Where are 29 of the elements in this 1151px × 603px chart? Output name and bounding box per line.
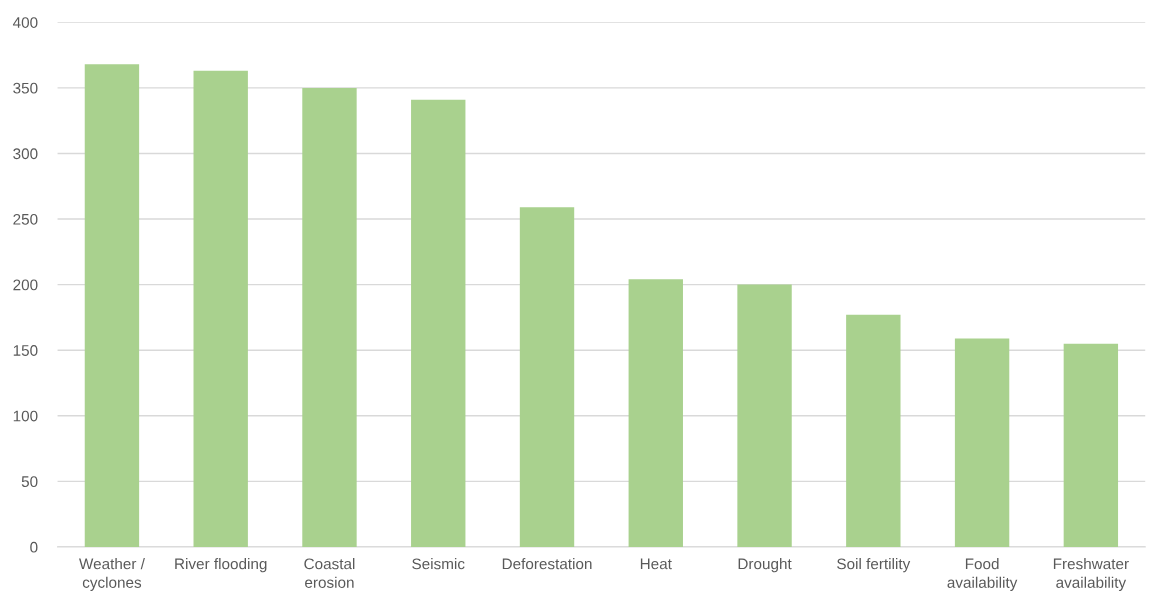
x-tick-label: Coastal erosion (304, 558, 355, 588)
x-tick-label: Freshwater availability (1053, 558, 1129, 591)
y-tick-label: 300 (13, 148, 38, 160)
y-tick-label: 50 (21, 476, 38, 488)
y-tick-label: 150 (13, 345, 38, 356)
y-tick-label: 400 (12, 17, 38, 28)
bar (1063, 343, 1119, 547)
bar (84, 64, 140, 547)
x-tick-label: Heat (640, 558, 672, 570)
x-tick-label: Food availability (947, 558, 1018, 591)
x-tick-label: Deforestation (502, 558, 592, 570)
bar (302, 87, 357, 547)
y-tick-label: 350 (13, 82, 38, 94)
y-tick-label: 250 (13, 213, 38, 225)
x-tick-label: Drought (738, 558, 792, 573)
x-tick-label: Weather / cyclones (79, 558, 145, 591)
bar (193, 70, 248, 547)
bar (411, 99, 466, 547)
x-tick-label: Soil fertility (837, 558, 911, 573)
bar (737, 284, 792, 547)
bar (519, 207, 575, 547)
x-tick-label: River flooding (175, 558, 267, 573)
bar (628, 279, 683, 547)
bar (846, 314, 901, 547)
y-tick-label: 0 (30, 541, 38, 553)
x-tick-label: Seismic (412, 558, 465, 570)
y-tick-label: 100 (13, 410, 38, 422)
y-tick-label: 200 (13, 279, 38, 291)
bar (954, 338, 1010, 547)
